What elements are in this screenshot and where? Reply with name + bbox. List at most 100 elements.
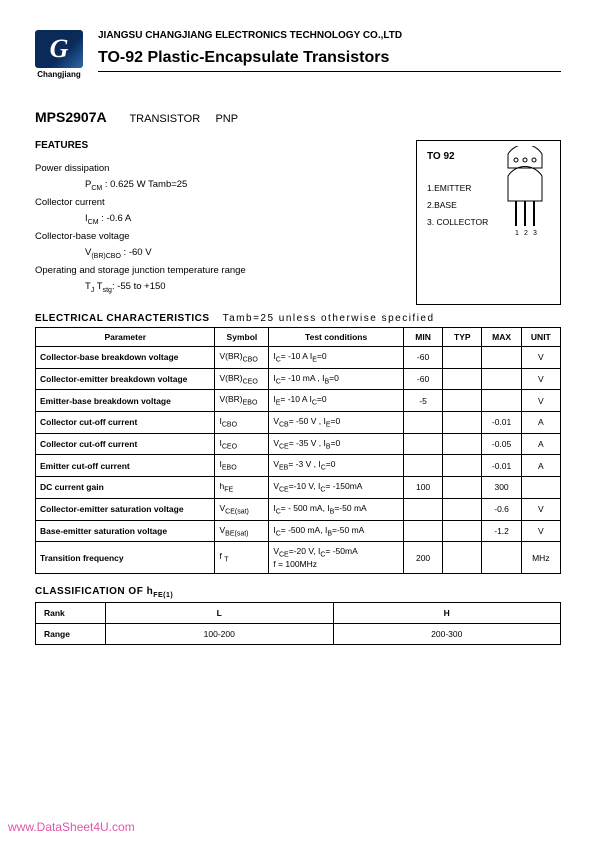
table-cell: VCE=-10 V, IC= -150mA — [269, 477, 404, 499]
table-cell — [443, 390, 482, 412]
feature-param: ICM : -0.6 A — [35, 211, 396, 229]
table-cell: Transition frequency — [36, 542, 215, 574]
table-cell: -60 — [403, 347, 442, 369]
table-cell: IE= -10 A IC=0 — [269, 390, 404, 412]
table-row: Collector-emitter saturation voltageVCE(… — [36, 498, 561, 520]
company-name: JIANGSU CHANGJIANG ELECTRONICS TECHNOLOG… — [98, 30, 561, 41]
table-cell: IC= -10 A IE=0 — [269, 347, 404, 369]
table-cell: V(BR)EBO — [215, 390, 269, 412]
classification-table: RankLH Range100-200200-300 — [35, 602, 561, 645]
table-cell — [443, 412, 482, 434]
table-cell — [443, 498, 482, 520]
table-cell: -0.01 — [482, 455, 521, 477]
table-cell — [482, 542, 521, 574]
svg-text:1: 1 — [515, 230, 519, 236]
feature-label: Operating and storage junction temperatu… — [35, 263, 396, 279]
table-cell — [443, 477, 482, 499]
table-cell: V — [521, 368, 560, 390]
table-cell: -0.6 — [482, 498, 521, 520]
table-cell — [443, 368, 482, 390]
header: Changjiang JIANGSU CHANGJIANG ELECTRONIC… — [35, 30, 561, 79]
table-cell — [482, 347, 521, 369]
table-row: Transition frequencyf TVCE=-20 V, IC= -5… — [36, 542, 561, 574]
table-cell: Base-emitter saturation voltage — [36, 520, 215, 542]
feature-param: V(BR)CBO : -60 V — [35, 245, 396, 263]
table-cell: V — [521, 390, 560, 412]
table-cell: VBE(sat) — [215, 520, 269, 542]
table-header: Parameter — [36, 328, 215, 347]
part-header: MPS2907A TRANSISTOR PNP — [35, 109, 561, 125]
table-cell: Emitter cut-off current — [36, 455, 215, 477]
table-cell: V(BR)CEO — [215, 368, 269, 390]
table-cell: VCE=-20 V, IC= -50mAf = 100MHz — [269, 542, 404, 574]
table-cell: Collector-emitter saturation voltage — [36, 498, 215, 520]
to92-icon: 1 2 3 — [500, 146, 550, 236]
table-cell — [403, 433, 442, 455]
table-cell: hFE — [215, 477, 269, 499]
part-type: TRANSISTOR — [129, 113, 200, 125]
classification-title: CLASSIFICATION OF hFE(1) — [35, 586, 561, 599]
table-header: MAX — [482, 328, 521, 347]
table-cell — [482, 390, 521, 412]
features-section: FEATURES Power dissipationPCM : 0.625 W … — [35, 140, 396, 305]
table-cell: VCB= -50 V , IE=0 — [269, 412, 404, 434]
feature-param: PCM : 0.625 W Tamb=25 — [35, 177, 396, 195]
table-cell: -0.01 — [482, 412, 521, 434]
class-cell: 100-200 — [106, 623, 334, 644]
svg-text:3: 3 — [533, 230, 537, 236]
table-cell: IC= - 500 mA, IB=-50 mA — [269, 498, 404, 520]
table-cell: A — [521, 433, 560, 455]
feature-param: TJ Tstg: -55 to +150 — [35, 279, 396, 297]
elec-title: ELECTRICAL CHARACTERISTICS Tamb=25 unles… — [35, 313, 561, 324]
table-cell: Emitter-base breakdown voltage — [36, 390, 215, 412]
logo-icon — [35, 30, 83, 68]
table-cell: 300 — [482, 477, 521, 499]
table-cell: Collector-base breakdown voltage — [36, 347, 215, 369]
table-cell: VCE(sat) — [215, 498, 269, 520]
part-number: MPS2907A — [35, 109, 107, 125]
table-cell: 200 — [403, 542, 442, 574]
table-cell — [482, 368, 521, 390]
table-cell: f T — [215, 542, 269, 574]
table-cell: -0.05 — [482, 433, 521, 455]
table-row: Collector-base breakdown voltageV(BR)CBO… — [36, 347, 561, 369]
table-cell: IC= -500 mA, IB=-50 mA — [269, 520, 404, 542]
table-row: Collector cut-off currentICBOVCB= -50 V … — [36, 412, 561, 434]
table-cell: Collector-emitter breakdown voltage — [36, 368, 215, 390]
feature-label: Collector current — [35, 195, 396, 211]
table-header: Symbol — [215, 328, 269, 347]
table-cell: MHz — [521, 542, 560, 574]
table-cell — [443, 455, 482, 477]
table-row: Emitter-base breakdown voltageV(BR)EBOIE… — [36, 390, 561, 412]
package-title: TO 92 — [427, 151, 455, 162]
feature-label: Power dissipation — [35, 161, 396, 177]
table-cell — [443, 520, 482, 542]
table-cell: Collector cut-off current — [36, 433, 215, 455]
table-row: Base-emitter saturation voltageVBE(sat)I… — [36, 520, 561, 542]
table-row: Collector-emitter breakdown voltageV(BR)… — [36, 368, 561, 390]
table-cell: V — [521, 520, 560, 542]
table-cell — [443, 542, 482, 574]
table-cell: -1.2 — [482, 520, 521, 542]
table-cell: VEB= -3 V , IC=0 — [269, 455, 404, 477]
table-cell: V(BR)CBO — [215, 347, 269, 369]
table-cell: 100 — [403, 477, 442, 499]
class-header: Rank — [36, 602, 106, 623]
table-cell: -60 — [403, 368, 442, 390]
table-header: Test conditions — [269, 328, 404, 347]
table-cell — [521, 477, 560, 499]
table-cell: V — [521, 347, 560, 369]
table-row: Collector cut-off currentICEOVCE= -35 V … — [36, 433, 561, 455]
table-cell: A — [521, 412, 560, 434]
features-title: FEATURES — [35, 140, 396, 151]
table-cell — [443, 433, 482, 455]
table-cell: Collector cut-off current — [36, 412, 215, 434]
package-diagram: TO 92 1 2 3 1.EMITTER2.BASE3. COLLECTOR — [416, 140, 561, 305]
table-cell: V — [521, 498, 560, 520]
table-cell: VCE= -35 V , IB=0 — [269, 433, 404, 455]
table-cell: ICEO — [215, 433, 269, 455]
class-cell: Range — [36, 623, 106, 644]
table-cell: A — [521, 455, 560, 477]
svg-text:2: 2 — [524, 230, 528, 236]
table-cell — [443, 347, 482, 369]
